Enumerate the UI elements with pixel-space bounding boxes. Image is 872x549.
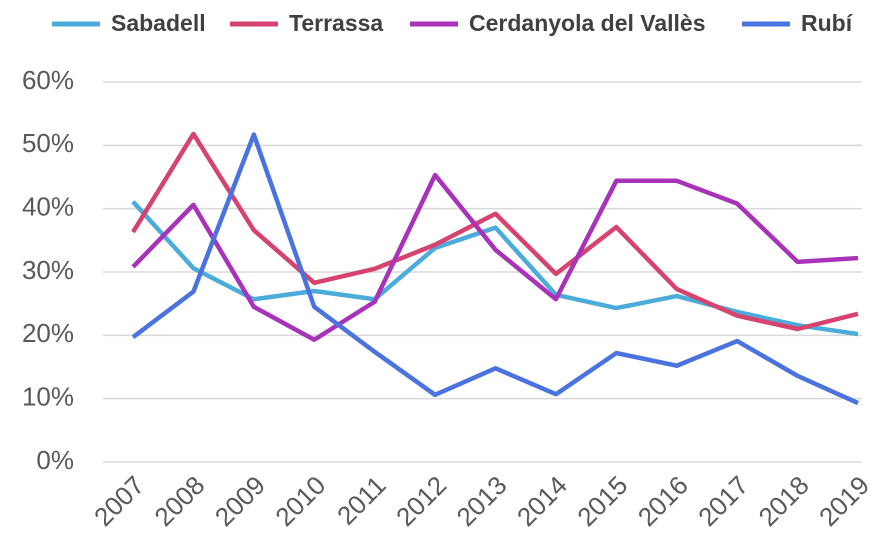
x-tick-label: 2019 <box>813 470 872 532</box>
x-tick-label: 2014 <box>511 470 573 532</box>
x-tick-label: 2012 <box>390 470 452 532</box>
legend-label: Terrassa <box>289 10 383 36</box>
y-tick-label: 40% <box>22 192 74 222</box>
series-line <box>131 172 859 343</box>
x-tick-label: 2015 <box>571 470 633 532</box>
x-tick-label: 2016 <box>632 470 694 532</box>
x-tick-label: 2018 <box>753 470 815 532</box>
y-tick-label: 50% <box>22 128 74 158</box>
x-tick-label: 2017 <box>692 470 754 532</box>
series-line <box>131 132 859 406</box>
y-tick-label: 0% <box>36 445 74 475</box>
x-tick-label: 2009 <box>209 470 271 532</box>
legend-label: Sabadell <box>111 10 206 36</box>
x-tick-label: 2010 <box>269 470 331 532</box>
y-tick-label: 30% <box>22 255 74 285</box>
series-line <box>131 131 859 332</box>
y-tick-label: 20% <box>22 318 74 348</box>
x-tick-label: 2007 <box>88 470 150 532</box>
x-tick-label: 2011 <box>331 470 392 531</box>
legend-label: Rubí <box>801 10 854 36</box>
y-tick-label: 60% <box>22 65 74 95</box>
x-tick-label: 2013 <box>450 470 512 532</box>
series-line <box>131 200 859 337</box>
x-tick-label: 2008 <box>148 470 210 532</box>
y-tick-label: 10% <box>22 382 74 412</box>
legend-label: Cerdanyola del Vallès <box>469 10 706 36</box>
